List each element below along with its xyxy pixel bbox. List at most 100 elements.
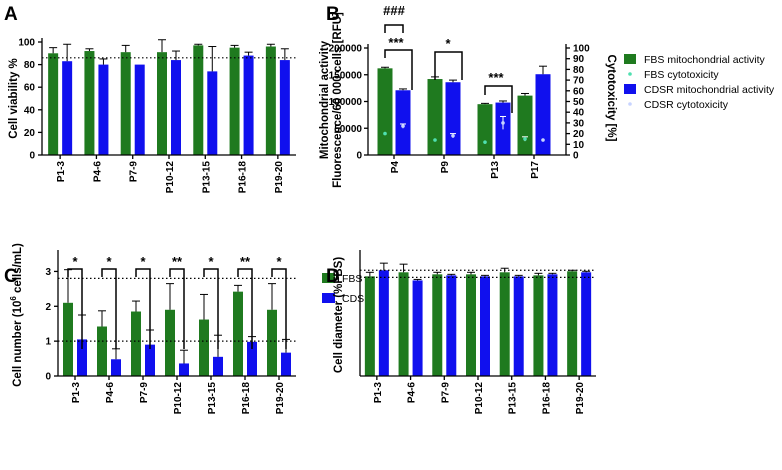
- cdsr-cytotoxicity-point: [401, 124, 405, 128]
- y-axis-title: Cell diameter (%FBS): [333, 257, 345, 373]
- x-tick-label: P1-3: [373, 382, 384, 404]
- fbs-bar: [229, 47, 240, 155]
- cdsr-bar: [247, 341, 257, 376]
- fbs-bar: [63, 302, 73, 376]
- y-tick-label-right: 40: [573, 108, 585, 119]
- legend-label: FBS mitochondrial activity: [644, 54, 766, 66]
- y-tick-label-right: 80: [573, 65, 585, 76]
- y-tick-label: 50000: [334, 124, 362, 135]
- legend-marker: [628, 102, 632, 106]
- x-tick-label: P17: [530, 161, 541, 179]
- cdsr-bar: [62, 61, 73, 155]
- fbs-bar: [165, 309, 175, 376]
- panel-a: A 0 20 40 60 80 100 P1-3 P4-6 P7-9 P10-12 P13-15 P16…: [4, 4, 296, 193]
- significance-bracket: [203, 268, 219, 349]
- fbs-bar: [432, 274, 443, 376]
- fbs-cytotoxicity-point: [523, 137, 527, 141]
- cdsr-bar: [179, 363, 189, 376]
- significance-label: *: [140, 254, 146, 269]
- cdsr-bar: [581, 272, 592, 376]
- y-tick-label-right: 0: [573, 151, 579, 162]
- legend-label: FBS cytotoxicity: [644, 69, 719, 81]
- significance-label: *: [208, 254, 214, 269]
- fbs-bar: [48, 53, 59, 155]
- cdsr-bar: [281, 352, 291, 376]
- fbs-bar: [466, 274, 476, 376]
- fbs-bar: [157, 52, 167, 155]
- x-tick-label: P4-6: [407, 382, 418, 404]
- cdsr-bar: [145, 344, 155, 376]
- panel-letter-a: A: [4, 4, 18, 25]
- significance-label: *: [276, 254, 282, 269]
- x-tick-label: P16-18: [238, 161, 249, 194]
- x-tick-label: P7-9: [129, 161, 140, 183]
- y-tick-label: 0: [45, 372, 51, 383]
- legend-swatch: [322, 293, 335, 303]
- y-tick-label: 1: [45, 337, 51, 348]
- legend-label: CDSR cytotoxicity: [644, 99, 729, 111]
- legend-marker: [628, 72, 632, 76]
- fbs-bar: [267, 309, 277, 376]
- cdsr-bar: [207, 71, 218, 155]
- y-axis-title-right: Cytotoxicity [%]: [605, 55, 617, 142]
- y-tick-label: 40: [24, 105, 36, 116]
- y-tick-label-right: 50: [573, 97, 585, 108]
- fbs-bar: [499, 272, 510, 376]
- cdsr-mito-bar: [535, 74, 551, 155]
- significance-bracket: [271, 268, 287, 349]
- significance-label: ***: [488, 70, 504, 85]
- legend-swatch: [322, 273, 335, 283]
- fbs-bar: [193, 45, 204, 155]
- legend-swatch: [624, 84, 636, 94]
- significance-label: *: [445, 36, 451, 51]
- y-tick-label-right: 70: [573, 76, 585, 87]
- significance-bracket: [67, 268, 83, 349]
- cdsr-bar: [547, 274, 558, 376]
- cdsr-bar: [243, 55, 254, 156]
- x-tick-label: P9: [440, 161, 451, 174]
- cdsr-cytotoxicity-point: [451, 133, 455, 138]
- cdsr-cytotoxicity-point: [541, 138, 545, 142]
- y-tick-label-right: 30: [573, 118, 585, 129]
- cdsr-bar: [77, 339, 87, 376]
- panel-b: B050000100000150000200000010203040506070…: [319, 3, 775, 188]
- panel-letter-d: D: [326, 266, 340, 287]
- y-tick-label: 100000: [329, 97, 363, 108]
- fbs-bar: [199, 319, 209, 376]
- x-tick-label: P13-15: [207, 382, 218, 415]
- significance-bracket: [101, 268, 117, 349]
- cdsr-mito-bar: [395, 90, 411, 155]
- significance-bracket: [434, 51, 463, 80]
- y-tick-label-right: 20: [573, 129, 585, 140]
- fbs-bar: [233, 291, 243, 376]
- cdsr-bar: [480, 276, 490, 376]
- y-axis-title: Cell viability %: [8, 58, 20, 139]
- y-tick-label: 100: [18, 38, 35, 49]
- x-tick-label: P10-12: [474, 382, 485, 415]
- cdsr-bar: [134, 64, 145, 155]
- cdsr-bar: [513, 276, 524, 376]
- y-tick-label: 3: [45, 267, 51, 278]
- panel-letter-c: C: [4, 266, 18, 287]
- x-tick-label: P13-15: [201, 161, 212, 194]
- y-tick-label-right: 100: [573, 44, 590, 55]
- y-tick-label-right: 10: [573, 140, 585, 151]
- cdsr-bar: [171, 60, 181, 155]
- fbs-mito-bar: [517, 95, 533, 155]
- panel-letter-b: B: [326, 4, 340, 25]
- cdsr-bar: [98, 64, 109, 155]
- cdsr-bar: [111, 359, 121, 376]
- x-tick-label: P4-6: [105, 382, 116, 404]
- y-axis-title-line: Mitochondrial activity: [319, 40, 331, 159]
- fbs-bar: [97, 326, 107, 376]
- cdsr-bar: [378, 270, 389, 376]
- fbs-bar: [533, 275, 544, 376]
- panel-c: C 0 1 2 3 P1-3 P4-6 P7-9 P10-12 P13-15 P16-18 P19-2…: [4, 243, 372, 414]
- x-tick-label: P19-20: [275, 382, 286, 415]
- fbs-bar: [120, 52, 131, 155]
- fbs-bar: [567, 271, 578, 376]
- fbs-bar: [84, 51, 95, 155]
- x-tick-label: P10-12: [165, 161, 176, 194]
- y-tick-label: 0: [29, 151, 35, 162]
